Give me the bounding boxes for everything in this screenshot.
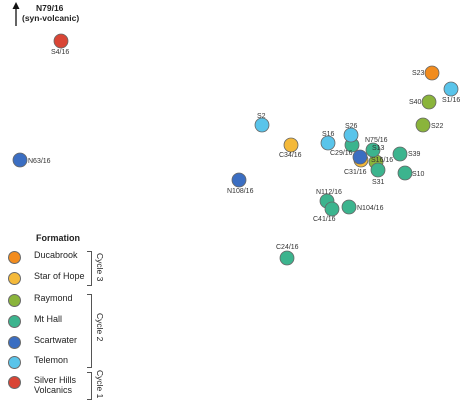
arrow-label-line2: (syn-volcanic) xyxy=(22,13,80,23)
point-label-n104-16: N104/16 xyxy=(357,205,384,212)
point-telemon-2 xyxy=(343,127,359,143)
point-scartwater-0 xyxy=(12,152,28,168)
point-label-c24-16: C24/16 xyxy=(276,244,299,251)
legend-dot-mt-hall xyxy=(8,315,21,328)
point-mt-hall-8 xyxy=(279,250,295,266)
point-mt-hall-2 xyxy=(392,146,408,162)
cycle2-bracket xyxy=(87,294,92,368)
point-label-s22: S22 xyxy=(431,123,444,130)
point-label-s4-16: S4/16 xyxy=(51,49,69,56)
point-label-s2: S2 xyxy=(257,113,266,120)
point-raymond-1 xyxy=(415,117,431,133)
point-telemon-1 xyxy=(254,117,270,133)
point-mt-hall-3 xyxy=(370,162,386,178)
point-mt-hall-7 xyxy=(341,199,357,215)
point-label-n112-16: N112/16 xyxy=(316,189,342,196)
point-label-n63-16: N63/16 xyxy=(28,158,51,165)
legend-item-telemon: Telemon xyxy=(8,355,68,369)
legend-item-ducabrook: Ducabrook xyxy=(8,250,78,264)
cycle3-bracket xyxy=(87,251,92,286)
point-label-c29-16: C29/16 xyxy=(330,150,353,157)
point-mt-hall-1 xyxy=(365,142,381,158)
legend-item-silver-hills-volcanics: Silver Hills Volcanics xyxy=(8,375,76,399)
point-ducabrook-0 xyxy=(424,65,440,81)
arrow-head xyxy=(12,2,20,9)
point-star-of-hope-0 xyxy=(283,137,299,153)
point-scartwater-1 xyxy=(231,172,247,188)
legend-dot-scartwater xyxy=(8,336,21,349)
legend-label-star-of-hope: Star of Hope xyxy=(34,271,85,281)
point-label-n108-16: N108/16 xyxy=(227,188,254,195)
legend-item-scartwater: Scartwater xyxy=(8,335,77,349)
point-telemon-3 xyxy=(320,135,336,151)
point-label-s31: S31 xyxy=(372,179,385,186)
point-mt-hall-4 xyxy=(397,165,413,181)
point-label-s39: S39 xyxy=(408,151,421,158)
legend-label-silver-hills-line2: Volcanics xyxy=(34,385,73,395)
point-telemon-0 xyxy=(443,81,459,97)
legend-title: Formation xyxy=(36,233,80,243)
point-silver-hills-volcanics-0 xyxy=(53,33,69,49)
point-label-s26: S26 xyxy=(345,123,358,130)
point-label-c41-16: C41/16 xyxy=(313,216,336,223)
legend-dot-star-of-hope xyxy=(8,272,21,285)
cycle2-label: Cycle 2 xyxy=(95,313,105,342)
points-layer xyxy=(12,33,459,266)
legend-label-silver-hills-volcanics: Silver Hills Volcanics xyxy=(34,375,76,395)
cycle1-bracket xyxy=(87,372,92,400)
point-label-s40: S40 xyxy=(409,99,422,106)
legend-label-raymond: Raymond xyxy=(34,293,73,303)
point-scartwater-2 xyxy=(352,149,368,165)
arrow-label: N79/16 (syn-volcanic) xyxy=(22,3,79,23)
legend-label-scartwater: Scartwater xyxy=(34,335,78,345)
legend-dot-ducabrook xyxy=(8,251,21,264)
point-label-s10: S10 xyxy=(412,171,425,178)
cycle1-label: Cycle 1 xyxy=(95,370,105,399)
point-mt-hall-6 xyxy=(324,201,340,217)
point-label-s16-16: S16/16 xyxy=(371,157,393,164)
point-label-n75-16: N75/16 xyxy=(365,137,388,144)
legend-dot-silver-hills-volcanics xyxy=(8,376,21,389)
point-label-s13: S13 xyxy=(372,145,385,152)
legend-label-ducabrook: Ducabrook xyxy=(34,250,78,260)
point-label-s16: S16 xyxy=(322,131,335,138)
arrow-label-line1: N79/16 xyxy=(36,3,64,13)
legend-label-telemon: Telemon xyxy=(34,355,69,365)
legend-dot-telemon xyxy=(8,356,21,369)
point-label-s1-16: S1/16 xyxy=(442,97,460,104)
legend-item-raymond: Raymond xyxy=(8,293,73,307)
legend-label-silver-hills-line1: Silver Hills xyxy=(34,375,77,385)
point-label-c34-16: C34/16 xyxy=(279,152,302,159)
legend-label-mt-hall: Mt Hall xyxy=(34,314,63,324)
cycle3-label: Cycle 3 xyxy=(95,253,105,282)
point-raymond-0 xyxy=(421,94,437,110)
point-label-s23: S23 xyxy=(412,70,425,77)
legend-item-mt-hall: Mt Hall xyxy=(8,314,62,328)
legend-item-star-of-hope: Star of Hope xyxy=(8,271,85,285)
legend-dot-raymond xyxy=(8,294,21,307)
point-label-c31-16: C31/16 xyxy=(344,169,367,176)
